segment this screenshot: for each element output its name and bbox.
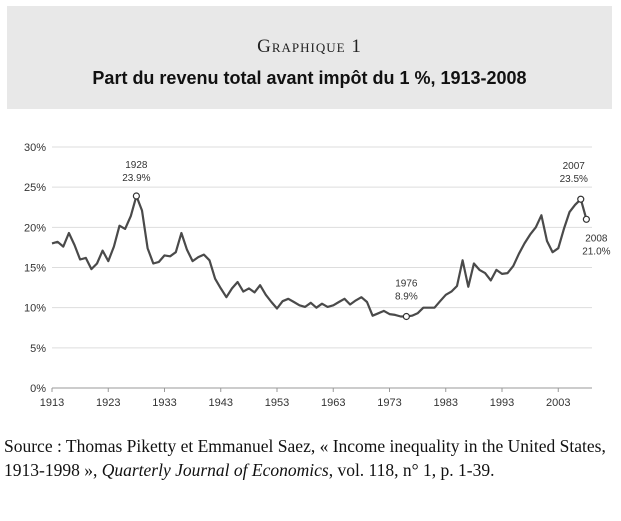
- x-tick-label: 1943: [209, 397, 233, 409]
- x-tick-label: 1933: [152, 397, 176, 409]
- y-tick-label: 15%: [24, 263, 46, 275]
- y-tick-label: 10%: [24, 303, 46, 315]
- y-tick-label: 0%: [30, 383, 46, 395]
- annotation-year: 2008: [585, 233, 608, 244]
- y-tick-label: 20%: [24, 222, 46, 234]
- line-chart: 0% 5% 10% 15% 20% 25% 30% 1913 1923 1933 1943 1953 1…: [24, 142, 611, 409]
- y-tick-label: 5%: [30, 343, 46, 355]
- annotation-value: 8.9%: [395, 292, 418, 303]
- x-tick-label: 1913: [40, 397, 64, 409]
- annotation-value: 23.9%: [122, 173, 150, 184]
- x-tick-label: 1923: [96, 397, 120, 409]
- data-point-marker: [132, 192, 140, 200]
- journal-name: Quarterly Journal of Economics: [101, 460, 329, 480]
- series-line: [51, 194, 588, 318]
- source-text: Source : Thomas Piketty et Emmanuel Saez…: [4, 436, 606, 480]
- y-tick-label: 25%: [24, 182, 46, 194]
- annotation-year: 1976: [395, 279, 418, 290]
- source-note: Source : Thomas Piketty et Emmanuel Saez…: [4, 434, 616, 482]
- annotation-year: 2007: [563, 161, 586, 172]
- figure-label: Graphique 1: [257, 36, 362, 57]
- chart-title: Part du revenu total avant impôt du 1 %,…: [92, 68, 527, 88]
- data-point-marker: [582, 215, 590, 223]
- chart-header: Graphique 1 Part du revenu total avant i…: [7, 6, 612, 109]
- x-tick-label: 2003: [546, 397, 570, 409]
- x-tick-label: 1973: [377, 397, 401, 409]
- x-tick-label: 1963: [321, 397, 345, 409]
- x-tick-label: 1953: [265, 397, 289, 409]
- annotation-value: 23.5%: [560, 174, 588, 185]
- annotation-year: 1928: [125, 160, 148, 171]
- annotation-value: 21.0%: [582, 246, 610, 257]
- data-point-marker: [577, 195, 585, 203]
- x-tick-label: 1983: [434, 397, 458, 409]
- x-tick-label: 1993: [490, 397, 514, 409]
- y-tick-label: 30%: [24, 142, 46, 154]
- source-details: , vol. 118, n° 1, p. 1-39.: [328, 460, 495, 480]
- data-point-marker: [402, 312, 410, 321]
- chart-area: 0% 5% 10% 15% 20% 25% 30% 1913 1923 1933 1943 1953 1…: [7, 109, 612, 426]
